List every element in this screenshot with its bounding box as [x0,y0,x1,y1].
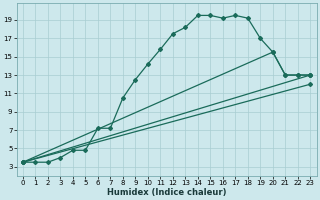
X-axis label: Humidex (Indice chaleur): Humidex (Indice chaleur) [107,188,226,197]
